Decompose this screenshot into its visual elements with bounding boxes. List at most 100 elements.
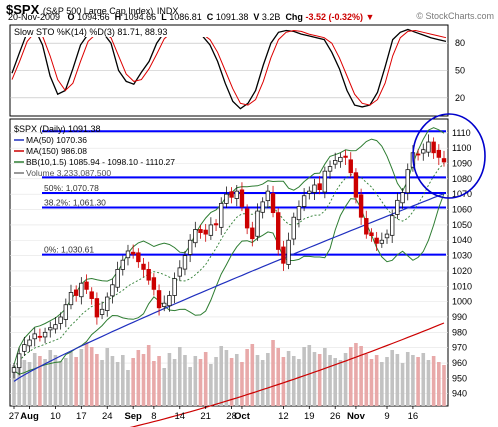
- candle: [379, 232, 385, 248]
- candle: [400, 188, 405, 209]
- volume-bar: [43, 359, 47, 406]
- stochastic-series-pct-d: [11, 29, 447, 106]
- volume-bar: [146, 345, 151, 406]
- volume-bar: [84, 342, 89, 406]
- volume-bar: [291, 356, 296, 406]
- volume-bar: [110, 356, 115, 406]
- candle: [374, 231, 379, 251]
- candle-body: [53, 324, 58, 330]
- candle-body: [327, 166, 333, 172]
- legend-entry: Volume 3,233,087,500: [26, 168, 111, 178]
- x-tick-label: 21: [200, 411, 211, 422]
- candle-body: [276, 212, 281, 250]
- volume-bar: [167, 353, 172, 406]
- volume-bar: [74, 357, 78, 406]
- candle: [99, 301, 105, 320]
- candle: [296, 200, 302, 228]
- price-tick-label: 1030: [452, 251, 472, 261]
- candle-body: [130, 251, 136, 255]
- candle-body: [16, 353, 22, 369]
- candle: [327, 160, 333, 179]
- candle-body: [198, 229, 203, 233]
- candle: [395, 192, 400, 220]
- candle: [162, 295, 167, 312]
- candle: [156, 284, 162, 316]
- candle: [120, 255, 125, 276]
- x-tick-label: 28: [226, 411, 237, 422]
- volume-bar: [203, 352, 208, 406]
- candle-body: [358, 194, 364, 218]
- candle-body: [389, 215, 395, 236]
- candle: [27, 335, 32, 352]
- candle: [89, 287, 94, 305]
- x-tick-label: 9: [384, 411, 389, 422]
- volume-bar: [437, 362, 441, 406]
- candle-body: [338, 156, 343, 163]
- candle-body: [22, 344, 27, 352]
- candle: [151, 273, 157, 296]
- volume-bar: [317, 354, 322, 406]
- volume-bar: [157, 356, 161, 406]
- stochastic-series-pct-k: [11, 27, 447, 110]
- candle: [358, 188, 364, 225]
- volume-bar: [152, 361, 156, 406]
- candle: [213, 219, 219, 232]
- price-tick-label: 1060: [452, 205, 472, 215]
- volume-bar: [271, 340, 275, 406]
- candle: [16, 347, 22, 376]
- candle: [229, 187, 234, 204]
- stockcharts-brand: © StockCharts.com: [416, 11, 494, 21]
- volume-bar: [390, 350, 394, 406]
- quote-open: 1094.66: [77, 12, 110, 22]
- x-tick-label: 19: [304, 411, 315, 422]
- volume-bar: [172, 359, 177, 406]
- volume-bar: [48, 350, 53, 406]
- volume-bar: [224, 350, 229, 406]
- ma50-line: [13, 193, 445, 382]
- volume-bar: [115, 362, 120, 406]
- candle-body: [307, 190, 312, 194]
- volume-bar: [421, 353, 426, 406]
- index-name: (S&P 500 Large Cap Index): [42, 6, 154, 16]
- candle-body: [89, 291, 94, 299]
- candle: [224, 186, 229, 209]
- candle: [73, 285, 79, 302]
- volume-bar: [405, 352, 410, 406]
- candle: [333, 152, 338, 169]
- bollinger-middle: [13, 163, 445, 368]
- volume-bar: [183, 355, 187, 406]
- quote-line: 20-Nov-2009 O 1094.66 H 1094.66 L 1086.8…: [8, 12, 375, 22]
- candle-body: [208, 224, 214, 236]
- price-tick-label: 970: [452, 343, 467, 353]
- candle-body: [125, 250, 131, 259]
- candle-body: [120, 259, 125, 270]
- price-tick-label: 980: [452, 327, 467, 337]
- candle: [338, 152, 343, 168]
- volume-bar: [400, 363, 405, 406]
- volume-bar: [354, 343, 358, 406]
- candle: [198, 224, 203, 239]
- x-tick-label: 14: [174, 411, 185, 422]
- candle-body: [395, 199, 400, 215]
- candle-body: [68, 292, 74, 306]
- volume-bar: [369, 359, 374, 406]
- candle: [281, 240, 286, 271]
- candle-body: [63, 304, 69, 320]
- candle: [369, 228, 374, 242]
- candle: [63, 298, 69, 328]
- volume-bar: [27, 362, 32, 406]
- candle: [353, 168, 359, 204]
- candle-body: [229, 191, 234, 198]
- candle-body: [48, 327, 53, 331]
- candle: [22, 336, 27, 356]
- candle-body: [415, 153, 421, 156]
- volume-bar: [276, 348, 281, 406]
- candle: [348, 152, 353, 178]
- candle: [53, 316, 58, 334]
- candle-body: [234, 190, 239, 199]
- candle-body: [187, 239, 193, 255]
- volume-bar: [281, 357, 286, 406]
- candle-body: [110, 284, 115, 297]
- quote-change: -3.52 (-0.32%): [305, 12, 363, 22]
- candle-body: [291, 216, 296, 240]
